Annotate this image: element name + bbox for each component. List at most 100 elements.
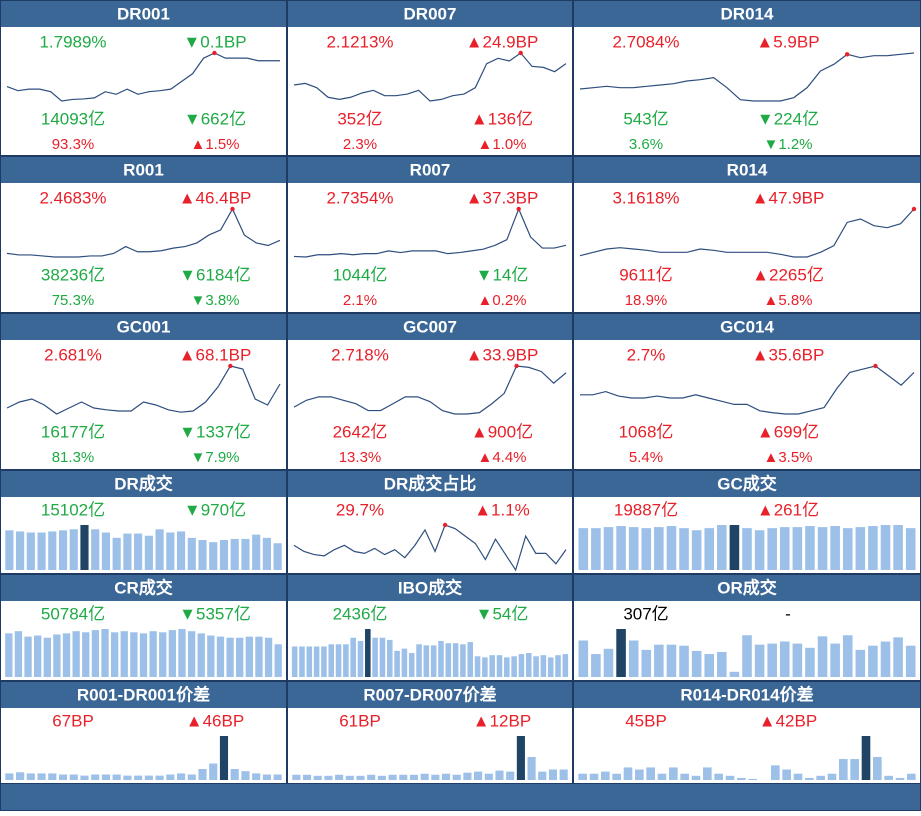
panel-header — [1, 682, 286, 708]
panel-title: DR007 — [404, 4, 457, 23]
marker-dot — [911, 206, 917, 212]
bar — [367, 774, 376, 780]
panel-header — [1, 575, 286, 601]
bar — [37, 532, 46, 570]
bar — [805, 647, 815, 677]
bar — [842, 635, 853, 677]
bar — [489, 655, 495, 677]
stat: ▼0.1BP — [183, 32, 246, 51]
bar — [504, 657, 510, 677]
bar — [357, 641, 364, 677]
stat: ▼5357亿 — [179, 604, 251, 623]
bar — [767, 528, 777, 570]
bar — [53, 634, 61, 677]
bar — [641, 528, 652, 570]
bar — [178, 629, 186, 677]
panel-header — [288, 314, 572, 340]
stat: 2.7354% — [326, 188, 393, 207]
bar — [345, 775, 354, 780]
panel-header — [574, 575, 920, 601]
bar — [855, 527, 866, 570]
bar — [842, 528, 853, 570]
bar — [827, 773, 837, 780]
bar — [540, 655, 547, 677]
bar — [379, 637, 386, 677]
bar — [5, 530, 14, 570]
bar — [43, 637, 51, 677]
bar — [616, 629, 626, 677]
bar — [646, 767, 655, 780]
bar — [58, 774, 68, 780]
panel-header — [1, 471, 286, 497]
bar — [861, 736, 871, 780]
stat: ▼1337亿 — [179, 422, 251, 441]
bar — [754, 644, 765, 677]
bar — [110, 632, 119, 677]
bar — [691, 650, 702, 677]
bar — [516, 736, 525, 780]
bar — [495, 770, 504, 780]
bar — [112, 774, 121, 780]
stat: ▲5.8% — [763, 292, 812, 309]
bar — [817, 636, 828, 677]
bar — [197, 633, 205, 677]
stat: ▲42BP — [759, 711, 817, 730]
bar — [91, 774, 100, 780]
stat: 3.1618% — [612, 188, 679, 207]
bar — [176, 531, 186, 570]
panel-title: GC001 — [117, 317, 171, 336]
stat: ▲1.5% — [190, 136, 239, 153]
bar — [591, 654, 601, 677]
marker-dot — [228, 363, 233, 369]
stat: ▼1.2% — [763, 136, 812, 153]
stat: ▲37.3BP — [466, 188, 539, 207]
bar — [313, 646, 320, 677]
marker-dot — [212, 50, 217, 56]
bar — [482, 657, 488, 677]
sparkline — [6, 52, 280, 102]
bar — [623, 767, 633, 780]
sparkline — [6, 365, 281, 415]
panel-header — [288, 1, 572, 27]
bar — [155, 529, 164, 570]
bar — [262, 774, 271, 780]
panel-header — [1, 1, 286, 27]
bar — [313, 775, 322, 780]
bar — [657, 773, 667, 780]
marker-dot — [845, 52, 850, 57]
bar — [703, 767, 712, 780]
bar — [547, 657, 554, 677]
bar — [830, 643, 840, 677]
stat: 2.7084% — [612, 32, 679, 51]
bar — [591, 528, 601, 570]
stat: ▲12BP — [473, 711, 531, 730]
stat: 3.6% — [629, 136, 663, 153]
bar — [729, 671, 740, 677]
bar — [386, 639, 393, 677]
stat: ▲46BP — [186, 711, 244, 730]
stat: ▲2265亿 — [752, 265, 824, 284]
bar — [198, 540, 207, 570]
stat: ▼54亿 — [476, 604, 529, 623]
bar — [430, 645, 437, 677]
bar — [839, 759, 848, 780]
stat: 9611亿 — [619, 265, 673, 284]
stat: 5.4% — [629, 449, 663, 466]
stat: ▲5.9BP — [756, 32, 819, 51]
bar — [159, 632, 167, 677]
bar — [241, 771, 250, 780]
stat: ▼6184亿 — [179, 265, 251, 284]
bar — [306, 646, 313, 677]
bar — [209, 763, 218, 780]
stat: 352亿 — [337, 109, 382, 128]
bar — [5, 773, 14, 780]
bar — [149, 631, 157, 677]
bar — [445, 643, 452, 677]
stat: ▲699亿 — [757, 422, 819, 441]
bar — [868, 645, 878, 677]
bar — [245, 636, 253, 677]
bar — [792, 643, 803, 677]
bar — [905, 528, 916, 570]
bar — [187, 631, 196, 677]
stat: 81.3% — [52, 449, 95, 466]
